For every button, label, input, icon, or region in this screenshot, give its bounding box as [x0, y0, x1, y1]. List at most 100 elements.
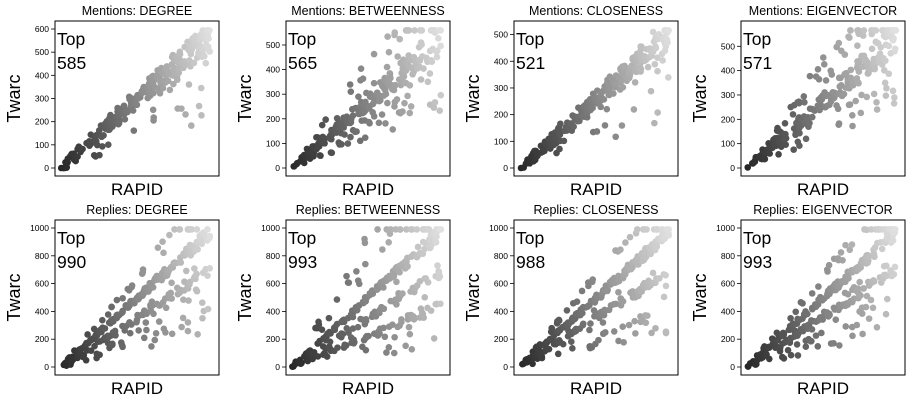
data-point — [359, 75, 367, 82]
data-point — [79, 145, 86, 153]
data-point — [781, 119, 789, 127]
data-point — [844, 290, 852, 298]
y-tick-label: 0 — [503, 163, 508, 173]
y-tick-label: 300 — [266, 89, 280, 99]
data-point — [427, 307, 435, 314]
data-point — [340, 124, 348, 131]
data-point — [617, 246, 624, 254]
data-point — [610, 328, 618, 335]
top-label: Top — [57, 228, 85, 248]
data-point — [585, 282, 592, 290]
data-point — [434, 262, 441, 269]
y-tick-label: 200 — [494, 110, 508, 120]
top-label: Top — [57, 29, 85, 49]
data-point — [644, 63, 652, 71]
data-point — [156, 90, 164, 97]
data-point — [366, 119, 373, 127]
data-point — [133, 101, 141, 109]
data-point — [863, 292, 871, 300]
data-point — [665, 226, 672, 233]
data-point — [389, 321, 396, 328]
x-axis-label: RAPID — [797, 379, 849, 396]
data-point — [382, 120, 389, 127]
data-point — [326, 338, 334, 346]
plot-frame — [513, 219, 679, 376]
y-tick-label: 100 — [35, 140, 49, 150]
data-point — [166, 86, 174, 94]
data-point — [649, 28, 657, 36]
y-tick-label: 600 — [494, 279, 508, 289]
data-point — [587, 320, 594, 327]
data-point — [569, 345, 576, 352]
data-point — [835, 39, 843, 47]
data-point — [857, 109, 865, 117]
data-point — [891, 263, 899, 271]
data-point — [615, 337, 622, 345]
scatter-plot-svg: Mentions: DEGREE 0 100 200 300 400 500 600 Top 58… — [4, 4, 220, 199]
data-point — [99, 316, 106, 324]
data-point — [548, 326, 556, 333]
data-point — [149, 284, 157, 291]
data-point — [654, 54, 661, 61]
data-point — [830, 339, 837, 347]
y-tick-label: 0 — [44, 362, 49, 372]
data-point — [619, 298, 627, 305]
data-point — [601, 122, 609, 129]
top-label: Top — [743, 29, 771, 49]
data-point — [890, 270, 898, 278]
y-tick-label: 600 — [721, 279, 735, 289]
data-point — [826, 311, 833, 319]
data-point — [318, 121, 326, 129]
data-point — [836, 342, 843, 349]
data-point — [529, 360, 536, 368]
y-tick-label: 0 — [275, 163, 280, 173]
data-point — [130, 127, 138, 134]
data-point — [775, 151, 782, 158]
data-point — [393, 278, 400, 286]
data-point — [780, 355, 788, 362]
data-point — [345, 329, 352, 336]
top-value: 993 — [743, 252, 772, 272]
data-point — [404, 263, 411, 270]
data-point — [181, 278, 188, 286]
scatter-panel: Mentions: BETWEENNESS 0 100 200 300 400 500 Top… — [231, 0, 459, 199]
data-point — [74, 153, 81, 160]
data-point — [164, 77, 172, 85]
y-tick-label: 800 — [266, 251, 280, 261]
data-point — [416, 278, 424, 285]
data-point — [160, 249, 167, 257]
data-point — [426, 70, 434, 77]
data-point — [322, 116, 329, 123]
data-point — [855, 68, 863, 75]
data-point — [570, 123, 577, 130]
data-point — [796, 142, 803, 150]
y-tick-label: 400 — [35, 306, 49, 316]
data-point — [343, 272, 350, 280]
data-point — [431, 99, 439, 106]
data-point — [188, 122, 195, 129]
data-point — [406, 109, 414, 117]
data-point — [595, 336, 602, 344]
panel-title: Mentions: DEGREE — [82, 4, 192, 18]
scatter-panel: Mentions: CLOSENESS 0 100 200 300 400 500 Top 52… — [459, 0, 687, 199]
data-point — [436, 273, 444, 280]
data-point — [880, 67, 888, 74]
data-point — [652, 44, 660, 52]
top-label: Top — [516, 228, 544, 248]
y-tick-label: 100 — [266, 138, 280, 148]
data-point — [437, 27, 444, 34]
data-point — [334, 344, 341, 351]
data-point — [387, 74, 394, 82]
panel-title: Mentions: EIGENVECTOR — [749, 4, 897, 18]
data-point — [621, 62, 628, 70]
top-value: 993 — [288, 252, 317, 272]
data-point — [660, 293, 668, 301]
y-axis-label: Twarc — [463, 273, 483, 321]
data-point — [129, 107, 137, 114]
data-point — [847, 27, 854, 34]
data-point — [405, 323, 413, 331]
data-point — [328, 149, 336, 157]
data-point — [175, 69, 183, 76]
data-point — [612, 300, 620, 308]
y-tick-label: 1000 — [489, 223, 508, 233]
